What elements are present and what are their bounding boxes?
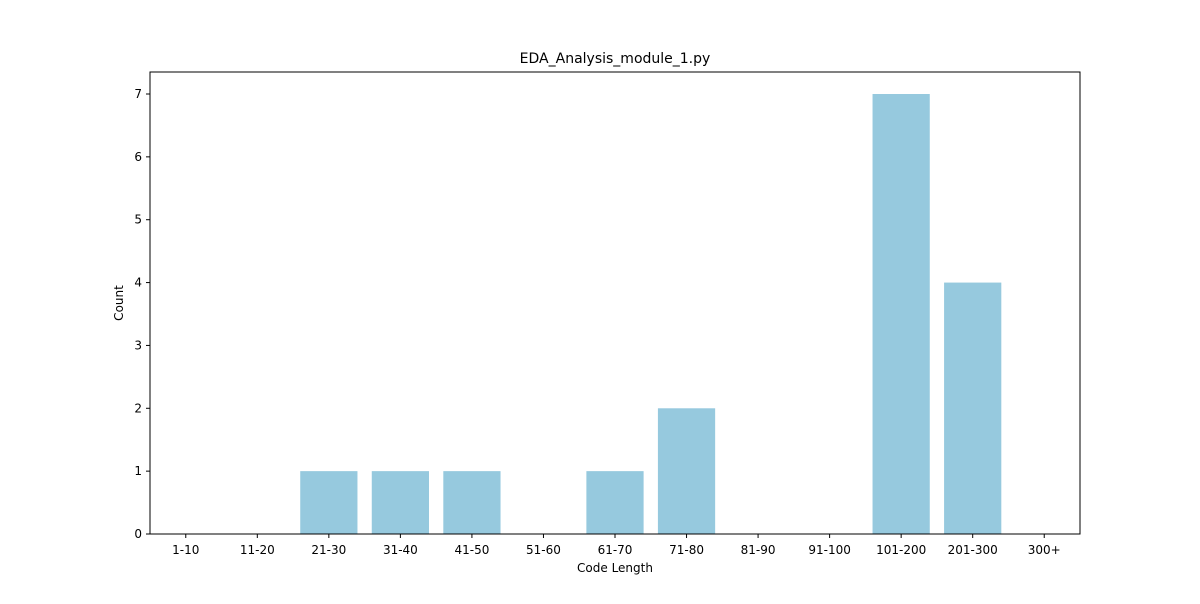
y-tick-label: 6 bbox=[134, 150, 142, 164]
x-axis-ticks: 1-10 11-20 21-30 31-40 41-50 51-60 61-70 71-80 8… bbox=[172, 534, 1061, 557]
x-tick-label: 41-50 bbox=[454, 543, 489, 557]
x-tick-label: 61-70 bbox=[598, 543, 633, 557]
y-tick-label: 7 bbox=[134, 87, 142, 101]
y-tick-label: 2 bbox=[134, 401, 142, 415]
x-tick-label: 300+ bbox=[1028, 543, 1061, 557]
x-tick-label: 91-100 bbox=[808, 543, 851, 557]
x-axis-label: Code Length bbox=[577, 561, 653, 575]
x-tick-label: 11-20 bbox=[240, 543, 275, 557]
x-tick-label: 101-200 bbox=[876, 543, 926, 557]
bars-layer bbox=[300, 94, 1002, 534]
x-tick-label: 1-10 bbox=[172, 543, 199, 557]
y-tick-label: 3 bbox=[134, 338, 142, 352]
y-tick-label: 0 bbox=[134, 527, 142, 541]
x-tick-label: 51-60 bbox=[526, 543, 561, 557]
bar-201-300 bbox=[944, 282, 1002, 534]
y-tick-label: 5 bbox=[134, 213, 142, 227]
y-axis-label: Count bbox=[112, 285, 126, 321]
bar-41-50 bbox=[443, 471, 501, 534]
chart-title: EDA_Analysis_module_1.py bbox=[520, 51, 711, 67]
y-axis-ticks: 0 1 2 3 4 5 6 7 bbox=[134, 87, 150, 541]
x-tick-label: 201-300 bbox=[948, 543, 998, 557]
y-tick-label: 1 bbox=[134, 464, 142, 478]
bar-101-200 bbox=[872, 94, 930, 534]
bar-71-80 bbox=[657, 408, 716, 534]
bar-31-40 bbox=[371, 471, 429, 534]
x-tick-label: 71-80 bbox=[669, 543, 704, 557]
y-tick-label: 4 bbox=[134, 276, 142, 290]
bar-21-30 bbox=[300, 471, 358, 534]
bar-61-70 bbox=[586, 471, 644, 534]
x-tick-label: 81-90 bbox=[741, 543, 776, 557]
x-tick-label: 21-30 bbox=[311, 543, 346, 557]
plot-frame bbox=[149, 71, 1081, 535]
x-tick-label: 31-40 bbox=[383, 543, 418, 557]
